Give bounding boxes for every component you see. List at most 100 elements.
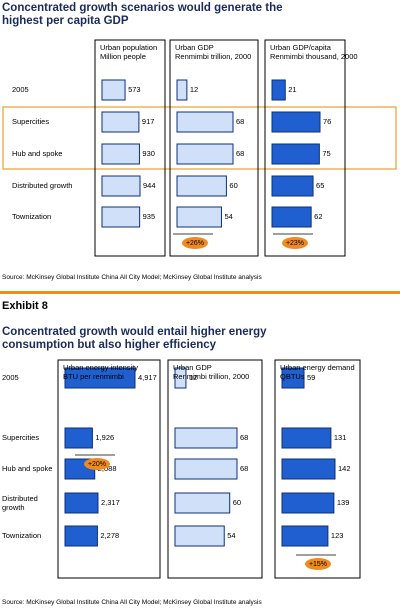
category-label: 2005 (2, 372, 19, 382)
bar (64, 525, 98, 547)
bar (271, 111, 321, 133)
bar (174, 525, 225, 547)
bar (101, 111, 140, 133)
bar (271, 143, 320, 165)
category-label: Distributed growth (2, 494, 38, 512)
value-label: 68 (240, 464, 248, 473)
bar (176, 175, 227, 197)
annotation-oval (305, 558, 331, 570)
panel-frame (274, 359, 361, 579)
category-label: Hub and spoke (12, 148, 63, 158)
value-label: 142 (338, 464, 351, 473)
bar (281, 492, 335, 514)
panel-subtitle: Renmimbi trillion, 2000 (173, 372, 250, 381)
value-label: 21 (288, 85, 296, 94)
chart-title: Concentrated growth would entail higher … (2, 326, 267, 352)
bar (101, 143, 140, 165)
panel-frame (94, 39, 166, 257)
bar (101, 175, 141, 197)
value-label: 573 (128, 85, 141, 94)
bar (101, 206, 141, 228)
value-label: 59 (307, 373, 315, 382)
value-label: 68 (236, 149, 244, 158)
bar (174, 367, 187, 389)
value-label: 917 (142, 117, 155, 126)
exhibit-label: Exhibit 8 (2, 300, 48, 312)
panel-title: Urban energy demand (280, 363, 355, 372)
bar (101, 79, 126, 101)
annotation: +15% (309, 561, 327, 568)
value-label: 54 (224, 212, 232, 221)
category-label: Supercities (2, 432, 40, 442)
annotation-oval (182, 237, 208, 249)
value-label: 68 (236, 117, 244, 126)
category-label: Townization (2, 530, 42, 540)
annotation-oval (282, 237, 308, 249)
panel-subtitle: QBTUs (280, 372, 305, 381)
panel-subtitle: BTU per renmimbi (63, 372, 124, 381)
bar (174, 427, 238, 449)
value-label: 1,926 (95, 433, 114, 442)
panel-subtitle: Renmimbi thousand, 2000 (270, 52, 358, 61)
annotation-oval (84, 458, 110, 470)
bar (176, 79, 188, 101)
bar (176, 111, 234, 133)
bar (64, 492, 99, 514)
value-label: 2,088 (98, 464, 117, 473)
bar (64, 367, 136, 389)
value-label: 62 (314, 212, 322, 221)
category-label: Supercities (12, 116, 50, 126)
category-label: Townization (12, 211, 52, 221)
bar (174, 492, 231, 514)
value-label: 12 (190, 85, 198, 94)
annotation: +20% (88, 461, 106, 468)
annotation: +26% (186, 240, 204, 247)
value-label: 944 (143, 181, 156, 190)
bar (281, 427, 332, 449)
panel-frame (169, 39, 259, 257)
bar (64, 427, 93, 449)
value-label: 131 (334, 433, 347, 442)
panel-frame (57, 359, 161, 579)
highlight-box (2, 106, 397, 170)
bar (281, 367, 305, 389)
panel-title: Urban population (100, 43, 158, 52)
value-label: 60 (229, 181, 237, 190)
value-label: 68 (240, 433, 248, 442)
value-label: 54 (227, 531, 235, 540)
bar (271, 206, 312, 228)
source: Source: McKinsey Global Institute China … (2, 274, 262, 281)
bar (176, 206, 222, 228)
bar (174, 458, 238, 480)
bar (271, 79, 286, 101)
bar (271, 175, 314, 197)
panel-title: Urban GDP (175, 43, 214, 52)
value-label: 2,317 (101, 498, 120, 507)
category-label: 2005 (12, 84, 29, 94)
panel-title: Urban GDP (173, 363, 212, 372)
panel-subtitle: Million people (100, 52, 146, 61)
value-label: 930 (142, 149, 155, 158)
value-label: 60 (233, 498, 241, 507)
value-label: 935 (143, 212, 156, 221)
panel-frame (167, 359, 263, 579)
value-label: 2,278 (100, 531, 119, 540)
panel-subtitle: Renmimbi trillion, 2000 (175, 52, 252, 61)
chart-title: Concentrated growth scenarios would gene… (2, 2, 283, 28)
value-label: 65 (316, 181, 324, 190)
panel-title: Urban GDP/capita (270, 43, 331, 52)
panel-frame (264, 39, 346, 257)
source: Source: McKinsey Global Institute China … (2, 599, 262, 606)
bar (281, 458, 336, 480)
bar (281, 525, 329, 547)
value-label: 76 (323, 117, 331, 126)
bar (176, 143, 234, 165)
value-label: 4,917 (138, 373, 157, 382)
annotation: +23% (286, 240, 304, 247)
category-label: Hub and spoke (2, 463, 53, 473)
value-label: 75 (322, 149, 330, 158)
value-label: 123 (331, 531, 344, 540)
category-label: Distributed growth (12, 180, 73, 190)
